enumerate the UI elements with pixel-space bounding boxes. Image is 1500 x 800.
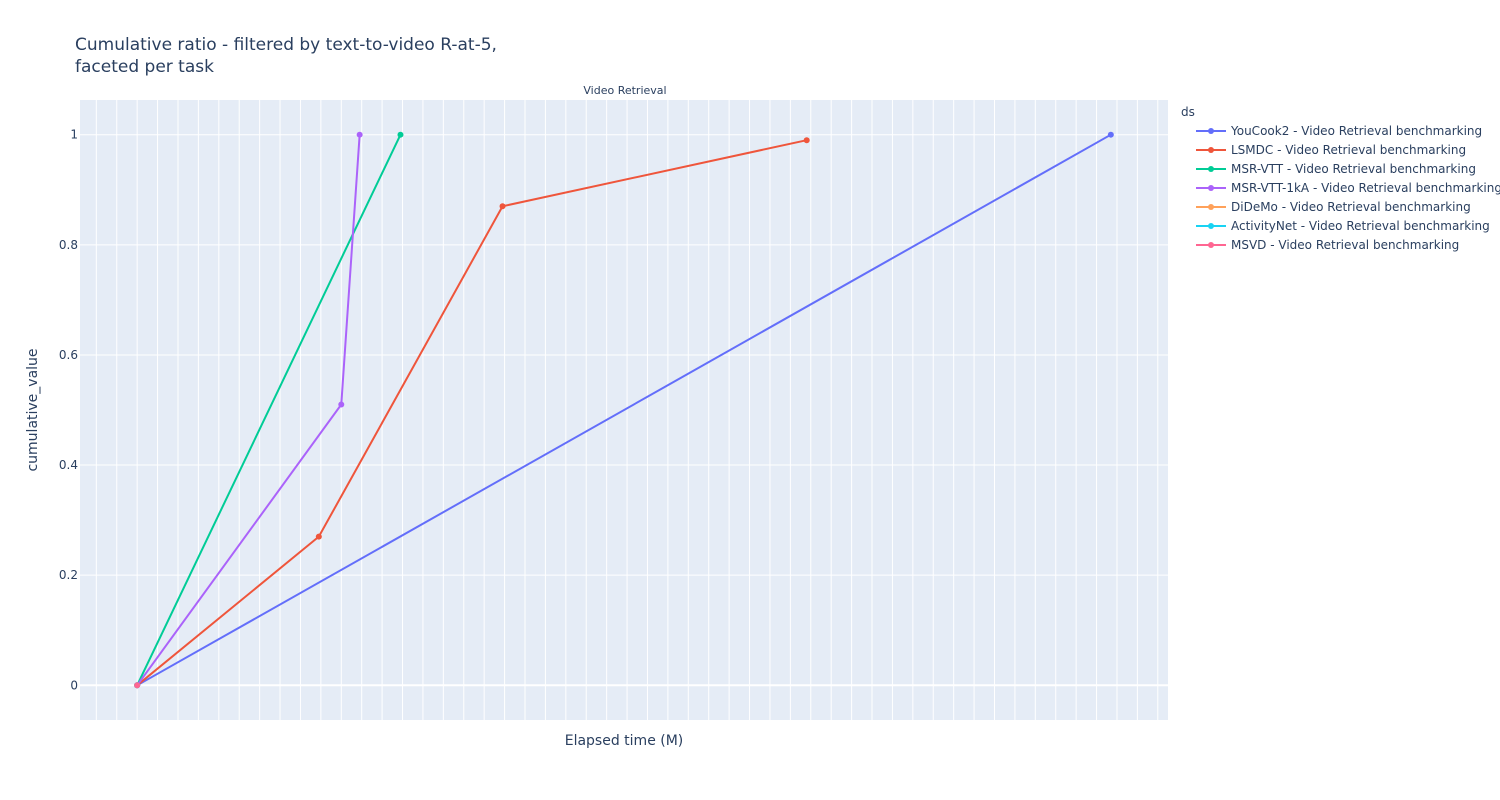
series-1-line (136, 139, 807, 687)
legend-item-4[interactable]: DiDeMo - Video Retrieval benchmarking (1196, 200, 1471, 214)
y-tick-label-1: 0.2 (59, 568, 78, 582)
series-1-point-1 (315, 533, 322, 540)
y-axis-title: cumulative_value (25, 348, 41, 471)
legend-label-1: LSMDC - Video Retrieval benchmarking (1231, 143, 1466, 157)
y-tick-label-3: 0.6 (59, 348, 78, 362)
y-tick-label-0: 0 (70, 678, 78, 692)
series-3-point-1 (338, 401, 345, 408)
legend-label-6: MSVD - Video Retrieval benchmarking (1231, 238, 1459, 252)
series-0-line (136, 133, 1112, 687)
series-2-point-1 (397, 131, 404, 138)
legend-swatch-marker-6 (1208, 242, 1214, 248)
series-layer (134, 131, 1114, 689)
series-1-point-2 (499, 203, 506, 210)
legend-swatch-marker-1 (1208, 147, 1214, 153)
series-2-line (136, 134, 402, 686)
legend-swatch-marker-4 (1208, 204, 1214, 210)
x-axis-title: Elapsed time (M) (565, 733, 684, 749)
legend-label-0: YouCook2 - Video Retrieval benchmarking (1230, 124, 1482, 138)
y-tick-label-4: 0.8 (59, 238, 78, 252)
chart-title-line-2: faceted per task (75, 57, 214, 77)
series-3-point-2 (356, 131, 363, 138)
series-1-point-3 (803, 137, 810, 144)
legend-item-2[interactable]: MSR-VTT - Video Retrieval benchmarking (1196, 162, 1476, 176)
legend-swatch-marker-0 (1208, 128, 1214, 134)
y-tick-labels: 0 0.2 0.4 0.6 0.8 1 (59, 128, 78, 693)
y-grid (80, 134, 1168, 687)
series-0-point-1 (1107, 131, 1114, 138)
legend-title: ds (1181, 105, 1195, 119)
legend-swatch-marker-3 (1208, 185, 1214, 191)
x-grid (95, 100, 1159, 720)
legend-label-4: DiDeMo - Video Retrieval benchmarking (1231, 200, 1471, 214)
legend-label-3: MSR-VTT-1kA - Video Retrieval benchmarki… (1231, 181, 1500, 195)
chart-title-line-1: Cumulative ratio - filtered by text-to-v… (75, 35, 497, 55)
legend-swatch-marker-5 (1208, 223, 1214, 229)
subplot-title: Video Retrieval (583, 84, 666, 97)
legend-swatch-marker-2 (1208, 166, 1214, 172)
legend-item-0[interactable]: YouCook2 - Video Retrieval benchmarking (1196, 124, 1482, 138)
y-tick-label-5: 1 (70, 128, 78, 142)
legend-item-3[interactable]: MSR-VTT-1kA - Video Retrieval benchmarki… (1196, 181, 1500, 195)
series-3 (134, 131, 363, 689)
legend-label-2: MSR-VTT - Video Retrieval benchmarking (1231, 162, 1476, 176)
legend-label-5: ActivityNet - Video Retrieval benchmarki… (1231, 219, 1490, 233)
series-6 (134, 682, 141, 689)
legend-item-6[interactable]: MSVD - Video Retrieval benchmarking (1196, 238, 1459, 252)
legend-item-1[interactable]: LSMDC - Video Retrieval benchmarking (1196, 143, 1466, 157)
legend[interactable]: ds YouCook2 - Video Retrieval benchmarki… (1181, 105, 1500, 252)
y-tick-label-2: 0.4 (59, 458, 78, 472)
series-6-point-0 (134, 682, 141, 689)
legend-item-5[interactable]: ActivityNet - Video Retrieval benchmarki… (1196, 219, 1490, 233)
